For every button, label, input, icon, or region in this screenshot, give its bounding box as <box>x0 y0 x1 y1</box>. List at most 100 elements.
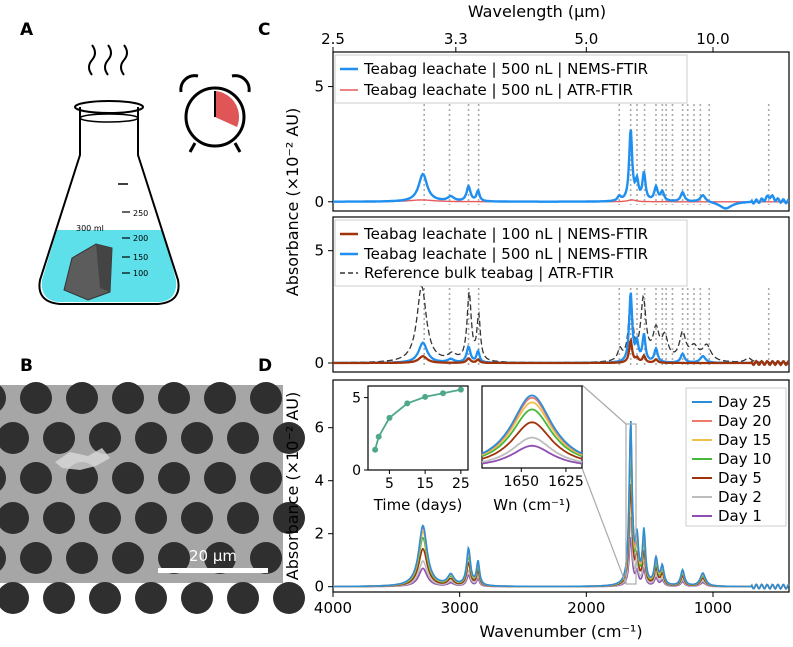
flask-rim <box>74 100 144 114</box>
steam-icon <box>120 44 128 76</box>
panel-d-ylabel: Absorbance (×10⁻² AU) <box>283 392 302 580</box>
legend-label: Reference bulk teabag | ATR-FTIR <box>364 264 614 282</box>
inset-time-point <box>422 393 429 400</box>
sem-hole <box>273 502 305 534</box>
bottom-axis-label: Wavenumber (cm⁻¹) <box>479 622 642 641</box>
sem-hole <box>227 422 259 454</box>
inset-time-plot: 5 15 25 0 5 <box>352 386 470 492</box>
legend-label: Day 10 <box>718 450 771 468</box>
sem-hole <box>43 502 75 534</box>
y-tick-label: 2 <box>314 525 324 543</box>
flask-volume-label: 300 ml <box>76 224 104 233</box>
inset-x-tick-label: 1625 <box>548 474 584 490</box>
panel-c-top-yticks: 05 <box>314 78 333 211</box>
inset-x-tick-label: 25 <box>452 476 470 492</box>
legend-box <box>334 54 688 104</box>
series-line <box>333 336 790 367</box>
flask-mark-250: 250 <box>133 209 148 218</box>
inset-time-point <box>375 433 382 440</box>
panel-letter-b: B <box>20 356 33 376</box>
sem-image: 20 µm <box>0 382 305 614</box>
legend-box <box>334 219 688 287</box>
alarm-clock-icon <box>179 74 251 153</box>
sem-hole <box>181 422 213 454</box>
y-tick-label: 0 <box>314 193 324 211</box>
sem-hole <box>250 462 282 494</box>
sem-hole <box>112 462 144 494</box>
sem-hole <box>250 542 282 574</box>
inset-zoom-line <box>481 401 583 456</box>
clock-leg <box>233 142 242 153</box>
inset-zoom-line <box>481 444 583 465</box>
sem-hole <box>227 582 259 614</box>
x-tick-label: 4000 <box>314 599 352 617</box>
clock-leg <box>188 142 197 153</box>
y-tick-label: 5 <box>314 78 324 96</box>
sem-hole <box>158 382 190 414</box>
sem-hole <box>227 502 259 534</box>
series-line <box>333 285 789 364</box>
zoom-connector <box>581 384 627 425</box>
x-tick-label: 2000 <box>567 599 605 617</box>
peak-guide-lines <box>423 104 770 205</box>
sem-hole <box>0 502 29 534</box>
sem-hole <box>135 582 167 614</box>
sem-hole <box>20 542 52 574</box>
sem-holes <box>0 382 305 614</box>
sem-hole <box>66 382 98 414</box>
legend-label: Day 25 <box>718 393 771 411</box>
series-line <box>333 536 790 590</box>
top-tick-label: 3.3 <box>444 30 468 48</box>
inset-time-point <box>404 400 411 407</box>
legend-label: Day 2 <box>718 488 762 506</box>
y-tick-label: 0 <box>314 354 324 372</box>
clock-wedge <box>215 91 240 127</box>
flask-outline <box>38 107 180 305</box>
inset-x-tick-label: 1650 <box>503 474 539 490</box>
sem-hole <box>0 582 29 614</box>
teabag-shade <box>96 244 112 292</box>
steam-icon <box>88 44 96 76</box>
sem-hole <box>204 382 236 414</box>
sem-hole <box>89 422 121 454</box>
sem-hole <box>112 382 144 414</box>
inset-zoom-line <box>481 408 583 458</box>
inset-y-tick-label: 0 <box>352 463 361 479</box>
panel-c-bottom-plot <box>333 285 790 367</box>
zoom-connector <box>581 467 627 585</box>
inset-time-point <box>372 446 379 453</box>
legend-c-top: Teabag leachate | 500 nL | NEMS-FTIR Tea… <box>334 54 688 104</box>
flask-neck-ring <box>79 113 139 123</box>
top-axis-label: Wavelength (µm) <box>468 2 606 21</box>
panel-c-top-plot <box>333 129 790 210</box>
inset-y-tick-label: 5 <box>352 391 361 407</box>
inset-x-tick-label: 15 <box>416 476 434 492</box>
flask-mark-100: 100 <box>133 269 148 278</box>
bottom-axis-ticks: 4000 3000 2000 1000 <box>314 592 732 617</box>
y-tick-label: 0 <box>314 578 324 596</box>
inset-x-tick-label: 5 <box>385 476 394 492</box>
y-tick-label: 5 <box>314 242 324 260</box>
sem-hole <box>158 462 190 494</box>
zoom-region <box>625 423 637 585</box>
sem-hole <box>0 465 6 491</box>
panel-c-ylabel: Absorbance (×10⁻² AU) <box>283 108 302 296</box>
sem-hole <box>204 462 236 494</box>
clock-bell-right <box>231 74 251 93</box>
panel-d-yticks: 0 2 4 6 <box>314 419 333 596</box>
panel-d-frame <box>332 379 790 593</box>
legend-label: Day 20 <box>718 412 771 430</box>
legend-label: Teabag leachate | 100 nL | NEMS-FTIR <box>363 225 648 243</box>
sem-hole <box>135 502 167 534</box>
legend-label: Day 15 <box>718 431 771 449</box>
panel-c: Wavelength (µm) 2.5 3.3 5.0 10.0 05 05 Abso… <box>283 2 790 373</box>
sem-hole <box>89 582 121 614</box>
panel-c-top-frame <box>332 51 790 212</box>
sem-hole <box>0 422 29 454</box>
sem-hole <box>112 542 144 574</box>
sem-hole <box>273 582 305 614</box>
panel-letter-d: D <box>258 356 272 376</box>
legend-label: Day 5 <box>718 469 762 487</box>
top-axis-ticks: 2.5 3.3 5.0 10.0 <box>321 30 730 52</box>
scale-bar <box>158 568 268 573</box>
